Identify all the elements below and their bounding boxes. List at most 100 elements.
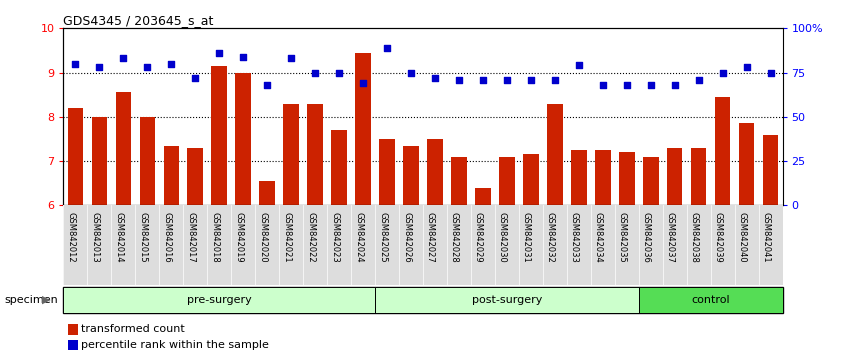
Text: GSM842015: GSM842015 xyxy=(139,212,147,262)
Text: pre-surgery: pre-surgery xyxy=(187,295,251,305)
Bar xyxy=(643,157,658,205)
Bar xyxy=(739,124,755,205)
Text: GSM842029: GSM842029 xyxy=(474,212,483,262)
Text: GSM842035: GSM842035 xyxy=(618,212,627,262)
Bar xyxy=(91,117,107,205)
Text: GSM842040: GSM842040 xyxy=(738,212,747,262)
Bar xyxy=(715,97,730,205)
Bar xyxy=(595,150,611,205)
Text: post-surgery: post-surgery xyxy=(472,295,542,305)
Text: control: control xyxy=(691,295,730,305)
Bar xyxy=(375,287,639,313)
Text: GSM842016: GSM842016 xyxy=(162,212,171,262)
Bar xyxy=(212,66,227,205)
Point xyxy=(739,64,753,70)
Bar xyxy=(307,103,323,205)
Text: transformed count: transformed count xyxy=(81,324,185,334)
Point xyxy=(620,82,634,88)
Text: percentile rank within the sample: percentile rank within the sample xyxy=(81,340,269,350)
Text: GSM842019: GSM842019 xyxy=(234,212,244,262)
Point xyxy=(212,50,226,56)
Bar xyxy=(283,103,299,205)
Bar xyxy=(499,157,514,205)
Point xyxy=(92,64,106,70)
Text: GSM842030: GSM842030 xyxy=(498,212,507,262)
Bar xyxy=(235,73,251,205)
Bar xyxy=(691,148,706,205)
Text: GSM842027: GSM842027 xyxy=(426,212,435,262)
Point xyxy=(332,70,346,75)
Text: GSM842038: GSM842038 xyxy=(689,212,699,263)
Point xyxy=(692,77,706,82)
Bar xyxy=(571,150,586,205)
Text: GSM842039: GSM842039 xyxy=(714,212,722,262)
Point xyxy=(69,61,82,67)
Point xyxy=(764,70,777,75)
Point xyxy=(189,75,202,81)
Text: GDS4345 / 203645_s_at: GDS4345 / 203645_s_at xyxy=(63,14,214,27)
Text: specimen: specimen xyxy=(4,295,58,305)
Point xyxy=(404,70,418,75)
Bar xyxy=(404,145,419,205)
Bar xyxy=(163,145,179,205)
Point xyxy=(236,54,250,59)
Bar xyxy=(68,108,83,205)
Text: GSM842041: GSM842041 xyxy=(761,212,771,262)
Bar xyxy=(355,53,371,205)
Text: GSM842033: GSM842033 xyxy=(570,212,579,263)
Point xyxy=(284,56,298,61)
Point xyxy=(308,70,321,75)
Text: GSM842020: GSM842020 xyxy=(258,212,267,262)
Text: GSM842028: GSM842028 xyxy=(450,212,459,262)
Bar xyxy=(260,181,275,205)
Point xyxy=(716,70,729,75)
Text: GSM842013: GSM842013 xyxy=(91,212,99,262)
Point xyxy=(117,56,130,61)
Bar xyxy=(451,157,467,205)
Point xyxy=(428,75,442,81)
Point xyxy=(667,82,681,88)
Bar xyxy=(639,287,783,313)
Point xyxy=(476,77,490,82)
Bar xyxy=(523,154,539,205)
Point xyxy=(140,64,154,70)
Bar xyxy=(667,148,683,205)
Point xyxy=(548,77,562,82)
Point xyxy=(356,80,370,86)
Bar xyxy=(63,287,375,313)
Point xyxy=(164,61,178,67)
Bar xyxy=(475,188,491,205)
Text: ▶: ▶ xyxy=(42,295,51,305)
Point xyxy=(596,82,609,88)
Point xyxy=(500,77,514,82)
Point xyxy=(572,63,585,68)
Bar xyxy=(140,117,155,205)
Text: GSM842012: GSM842012 xyxy=(67,212,75,262)
Text: GSM842032: GSM842032 xyxy=(546,212,555,262)
Text: GSM842026: GSM842026 xyxy=(402,212,411,262)
Bar xyxy=(427,139,442,205)
Text: GSM842023: GSM842023 xyxy=(330,212,339,262)
Text: GSM842031: GSM842031 xyxy=(522,212,531,262)
Bar xyxy=(619,152,634,205)
Point xyxy=(380,45,393,51)
Bar xyxy=(547,103,563,205)
Bar xyxy=(188,148,203,205)
Point xyxy=(452,77,465,82)
Bar xyxy=(763,135,778,205)
Text: GSM842037: GSM842037 xyxy=(666,212,675,263)
Point xyxy=(261,82,274,88)
Point xyxy=(644,82,657,88)
Text: GSM842022: GSM842022 xyxy=(306,212,315,262)
Text: GSM842014: GSM842014 xyxy=(114,212,124,262)
Text: GSM842017: GSM842017 xyxy=(186,212,195,262)
Bar xyxy=(379,139,395,205)
Text: GSM842024: GSM842024 xyxy=(354,212,363,262)
Bar xyxy=(332,130,347,205)
Text: GSM842018: GSM842018 xyxy=(211,212,219,262)
Text: GSM842025: GSM842025 xyxy=(378,212,387,262)
Bar xyxy=(116,92,131,205)
Text: GSM842021: GSM842021 xyxy=(283,212,291,262)
Point xyxy=(524,77,537,82)
Text: GSM842036: GSM842036 xyxy=(642,212,651,263)
